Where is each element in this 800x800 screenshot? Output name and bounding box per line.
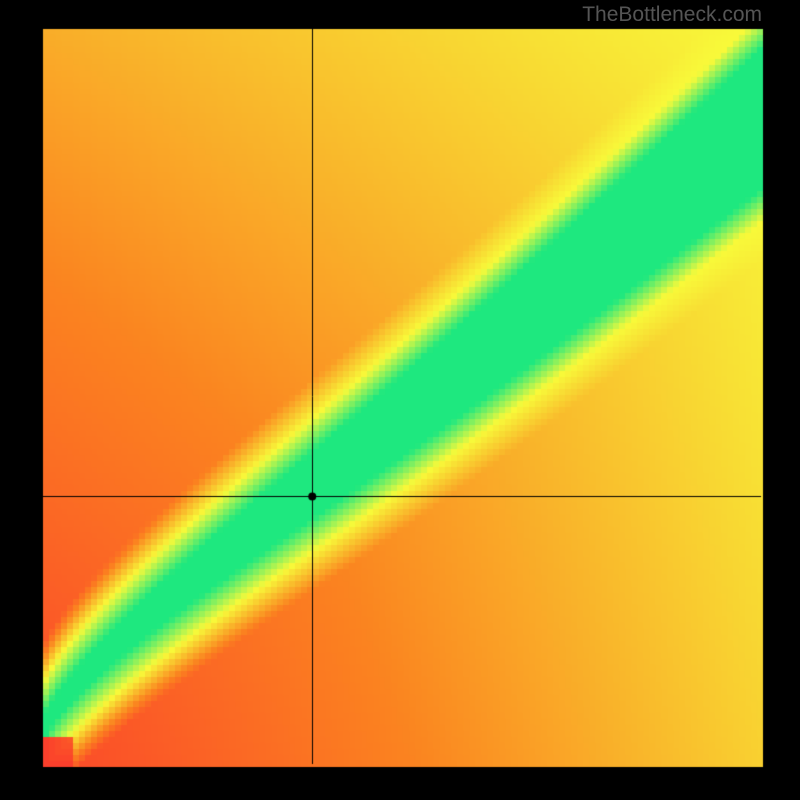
chart-container: TheBottleneck.com bbox=[0, 0, 800, 800]
watermark-text: TheBottleneck.com bbox=[582, 3, 762, 27]
heatmap-canvas bbox=[0, 0, 800, 800]
